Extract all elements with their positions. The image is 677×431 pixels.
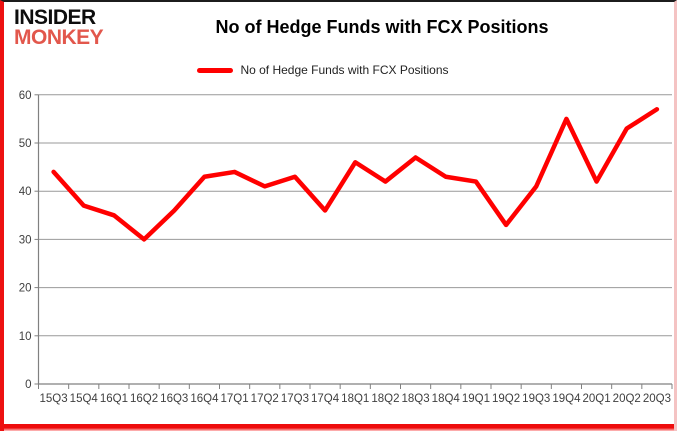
legend-line-swatch	[197, 67, 234, 73]
x-tick-label: 18Q2	[371, 393, 399, 405]
data-line	[51, 107, 660, 242]
x-tick-label: 17Q2	[251, 393, 279, 405]
x-tick-label: 16Q4	[190, 393, 219, 405]
x-tick-label: 18Q1	[341, 393, 369, 405]
x-tick-label: 20Q1	[583, 393, 611, 405]
y-tick-label: 10	[19, 331, 32, 343]
y-tick-label: 50	[19, 138, 32, 150]
x-tick-label: 17Q3	[281, 393, 309, 405]
x-tick-label: 17Q1	[221, 393, 249, 405]
legend: No of Hedge Funds with FCX Positions	[4, 63, 658, 77]
logo-word-insider: INSIDER	[14, 6, 96, 29]
y-tick-label: 20	[19, 283, 32, 295]
x-tick-label: 17Q4	[311, 393, 340, 405]
x-tick-label: 19Q2	[492, 393, 520, 405]
x-tick-label: 16Q2	[130, 393, 158, 405]
x-tick-label: 18Q4	[432, 393, 461, 405]
red-border-glow	[4, 424, 674, 431]
x-tick-label: 16Q1	[100, 393, 128, 405]
x-tick-label: 19Q3	[522, 393, 550, 405]
x-tick-label: 18Q3	[402, 393, 430, 405]
x-tick-label: 19Q4	[552, 393, 581, 405]
x-tick-label: 15Q3	[40, 393, 68, 405]
x-tick-label: 20Q2	[613, 393, 641, 405]
y-tick-label: 60	[19, 90, 32, 102]
x-tick-label: 16Q3	[160, 393, 188, 405]
y-tick-label: 0	[25, 379, 31, 391]
y-tick-label: 40	[19, 186, 32, 198]
x-tick-label: 20Q3	[643, 393, 671, 405]
logo-word-monkey: MONKEY	[14, 25, 104, 49]
chart-title: No of Hedge Funds with FCX Positions	[215, 17, 549, 37]
legend-label: No of Hedge Funds with FCX Positions	[240, 63, 449, 77]
x-tick-label: 19Q1	[462, 393, 490, 405]
insider-monkey-logo: INSIDER MONKEY	[14, 6, 104, 49]
y-tick-label: 30	[19, 234, 32, 246]
x-tick-label: 15Q4	[70, 393, 99, 405]
